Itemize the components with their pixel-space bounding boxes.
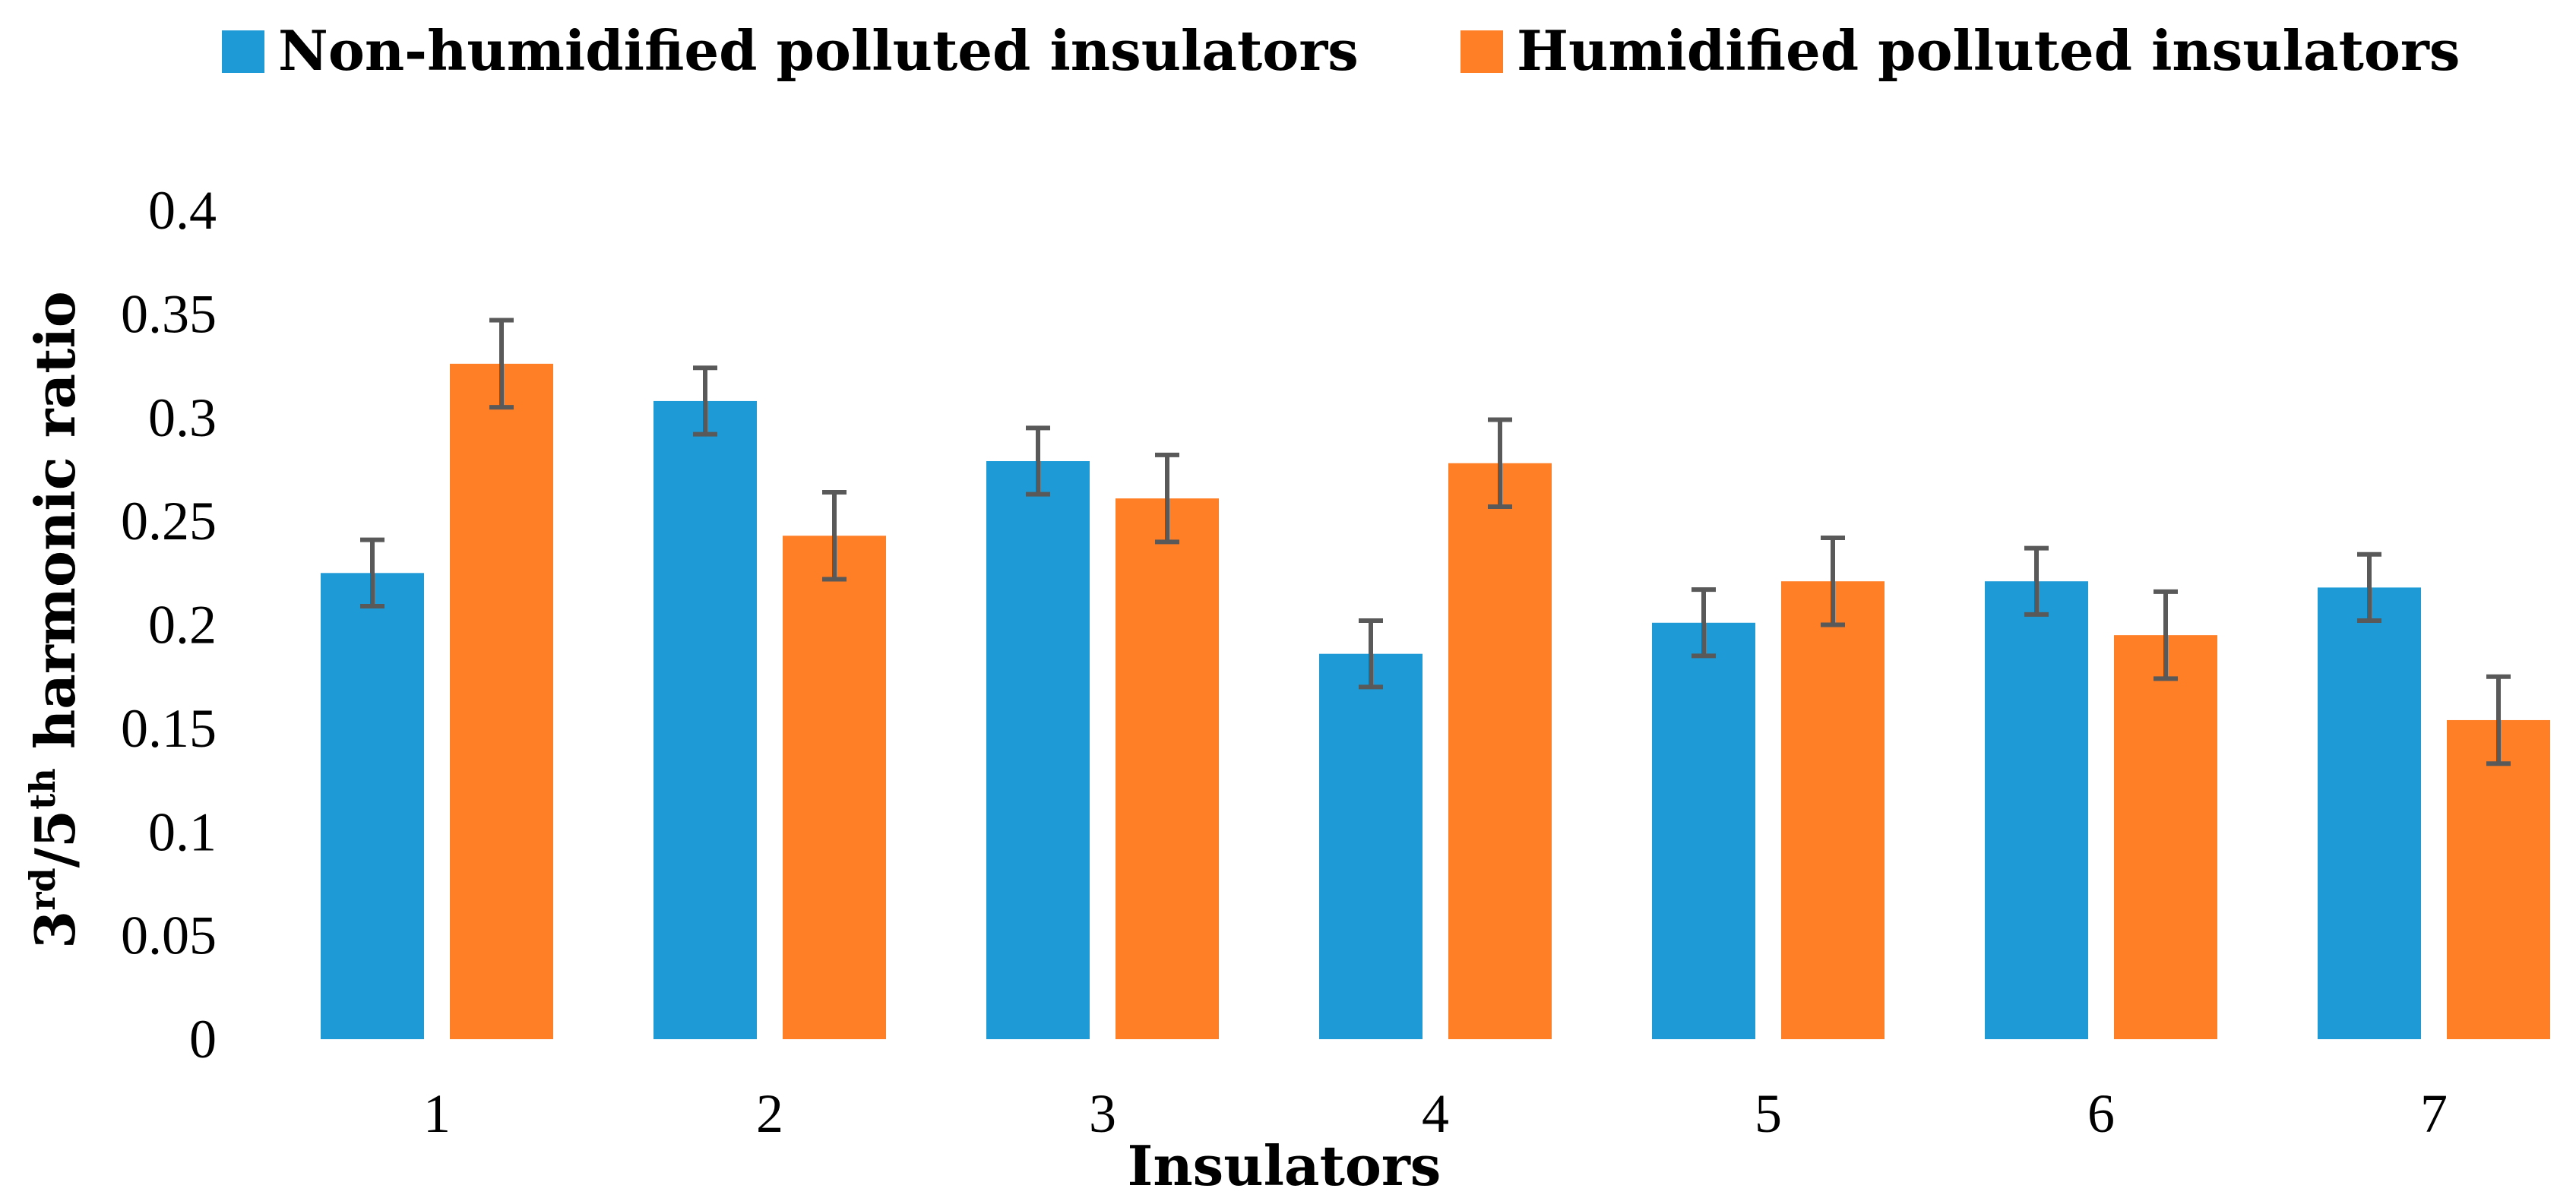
legend-swatch-non-humidified — [222, 30, 264, 73]
y-tick-label: 0.05 — [121, 905, 217, 966]
y-tick-label: 0 — [189, 1009, 217, 1070]
x-tick-label: 1 — [423, 1083, 451, 1144]
bar-non-humidified-5 — [1652, 622, 1755, 1039]
error-bar-non-humidified-4 — [1359, 618, 1383, 690]
bar-non-humidified-2 — [653, 400, 757, 1039]
bar-non-humidified-1 — [321, 573, 424, 1039]
y-tick-label: 0.2 — [148, 595, 217, 656]
bar-humidified-6 — [2114, 635, 2217, 1039]
y-axis-title: 3rd/5th harmonic ratio — [22, 291, 87, 949]
error-bar-humidified-6 — [2154, 589, 2178, 681]
error-bar-humidified-2 — [822, 489, 847, 582]
y-tick-label: 0.3 — [148, 387, 217, 448]
y-tick-label: 0.4 — [148, 180, 217, 241]
legend-label-humidified: Humidified polluted insulators — [1517, 18, 2460, 83]
error-bar-non-humidified-1 — [360, 537, 385, 608]
y-axis-title-part: /5 — [23, 810, 87, 868]
y-axis-title-sup: th — [22, 768, 63, 810]
bar-humidified-3 — [1116, 498, 1219, 1039]
bar-humidified-5 — [1781, 581, 1885, 1039]
bar-humidified-2 — [783, 536, 886, 1039]
error-bar-non-humidified-7 — [2357, 552, 2381, 624]
x-tick-label: 7 — [2420, 1083, 2448, 1144]
x-tick-label: 6 — [2087, 1083, 2115, 1144]
x-tick-label: 2 — [756, 1083, 783, 1144]
y-axis-title-part: 3 — [23, 911, 87, 949]
error-bar-non-humidified-2 — [693, 365, 717, 437]
legend-label-non-humidified: Non-humidified polluted insulators — [278, 18, 1359, 83]
error-bars — [360, 318, 2511, 766]
error-bar-humidified-5 — [1821, 535, 1845, 627]
bar-non-humidified-6 — [1985, 581, 2088, 1039]
y-axis-title-part: harmonic ratio — [23, 291, 87, 768]
error-bar-humidified-1 — [489, 318, 514, 410]
y-tick-label: 0.35 — [121, 283, 217, 344]
error-bar-non-humidified-6 — [2024, 545, 2049, 617]
legend: Non-humidified polluted insulators Humid… — [222, 18, 2460, 83]
x-tick-label: 3 — [1089, 1083, 1116, 1144]
bar-humidified-1 — [450, 363, 553, 1040]
bar-humidified-7 — [2447, 719, 2550, 1039]
bars — [321, 363, 2550, 1040]
error-bar-non-humidified-5 — [1691, 587, 1716, 659]
y-tick-label: 0.1 — [148, 801, 217, 862]
bar-non-humidified-7 — [2318, 587, 2421, 1039]
legend-item-non-humidified: Non-humidified polluted insulators — [222, 18, 1359, 83]
legend-item-humidified: Humidified polluted insulators — [1460, 18, 2460, 83]
y-axis-tick-labels: 0 0.05 0.1 0.15 0.2 0.25 0.3 0.35 0.4 — [121, 180, 217, 1070]
bar-non-humidified-3 — [986, 461, 1090, 1039]
error-bar-humidified-3 — [1155, 452, 1179, 545]
error-bar-humidified-4 — [1488, 417, 1512, 510]
x-tick-label: 4 — [1422, 1083, 1449, 1144]
y-tick-label: 0.25 — [121, 491, 217, 552]
legend-swatch-humidified — [1460, 30, 1503, 73]
x-axis-tick-labels: 1 2 3 4 5 6 7 — [423, 1083, 2448, 1144]
bar-humidified-4 — [1448, 463, 1552, 1039]
x-axis-title: Insulators — [1128, 1133, 1441, 1198]
x-tick-label: 5 — [1755, 1083, 1782, 1144]
y-axis-title-sup: rd — [22, 868, 63, 910]
y-tick-label: 0.15 — [121, 698, 217, 759]
bar-non-humidified-4 — [1319, 653, 1422, 1039]
error-bar-humidified-7 — [2486, 674, 2511, 766]
error-bar-non-humidified-3 — [1026, 425, 1050, 497]
